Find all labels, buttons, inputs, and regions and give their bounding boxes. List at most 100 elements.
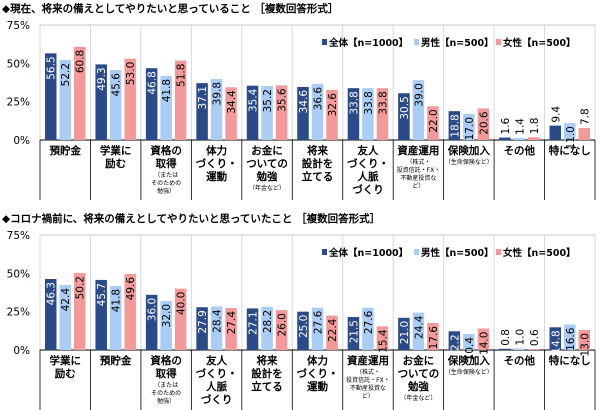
category-note: （株式・ xyxy=(356,368,380,376)
y-tick-label: 25% xyxy=(7,307,30,319)
legend-label: 男性【n=500】 xyxy=(421,37,494,49)
legend-swatch xyxy=(322,249,327,255)
bar xyxy=(210,306,223,350)
bar xyxy=(210,78,223,140)
data-label: 39.8 xyxy=(212,82,224,105)
data-label: 28.4 xyxy=(212,309,224,333)
category-label: 設計を xyxy=(251,367,283,380)
y-tick-label: 50% xyxy=(7,268,30,280)
data-label: 49.6 xyxy=(125,277,137,301)
category-label: 取得 xyxy=(156,367,177,380)
bar xyxy=(427,106,439,140)
data-label: 46.3 xyxy=(46,282,58,305)
bar xyxy=(44,53,57,140)
data-label: 28.2 xyxy=(262,310,274,333)
data-label: 0.8 xyxy=(500,329,512,346)
category-note: ど） xyxy=(412,182,424,190)
bar xyxy=(412,312,425,350)
category-label: 勉強 xyxy=(407,380,429,393)
category-label: 運動 xyxy=(307,380,328,393)
category-label: 保険加入 xyxy=(447,144,490,157)
category-label: づくり・ xyxy=(347,157,389,170)
bar xyxy=(160,300,172,350)
data-label: 17.0 xyxy=(464,117,476,140)
data-label: 37.1 xyxy=(197,86,209,109)
bar xyxy=(109,285,122,350)
y-tick-label: 75% xyxy=(7,20,30,32)
bar xyxy=(448,111,461,140)
category-label: 資格の xyxy=(150,144,182,157)
legend-label: 女性【n=500】 xyxy=(503,37,576,49)
data-label: 35.4 xyxy=(248,88,260,112)
bar xyxy=(564,123,576,140)
bar xyxy=(59,59,71,140)
legend-label: 男性【n=500】 xyxy=(421,247,494,259)
data-label: 1.8 xyxy=(529,118,541,135)
chart-title: ◆現在、将来の備えとしてやりたいと思っていること ［複数回答形式］ xyxy=(2,2,338,15)
category-label: 体力 xyxy=(307,354,328,367)
category-note: そのための xyxy=(151,180,181,187)
bar xyxy=(225,307,237,350)
category-label: 預貯金 xyxy=(49,144,81,157)
category-note: 不動産投資な xyxy=(350,384,386,392)
data-label: 32.6 xyxy=(327,93,339,117)
bar xyxy=(246,308,259,350)
bar xyxy=(297,311,309,350)
data-label: 39.0 xyxy=(413,83,425,106)
bar xyxy=(362,88,374,140)
category-label: その他 xyxy=(504,354,536,367)
data-label: 27.9 xyxy=(197,310,209,333)
data-label: 20.6 xyxy=(478,111,490,135)
category-note: そのための xyxy=(151,390,181,397)
bar xyxy=(463,113,475,140)
bar xyxy=(549,327,562,350)
bar xyxy=(261,86,273,140)
category-label: ついての xyxy=(398,368,440,380)
category-label: 特になし xyxy=(549,144,591,157)
legend: 全体【n=1000】 男性【n=500】 女性【n=500】 xyxy=(322,37,576,49)
category-label: 立てる xyxy=(251,380,283,393)
category-note: 勉強） xyxy=(157,187,175,195)
category-label: づくり・ xyxy=(196,367,238,380)
category-label: お金に xyxy=(403,354,435,367)
bar xyxy=(109,70,122,140)
data-label: 11.0 xyxy=(565,126,577,149)
chart-1: ◆現在、将来の備えとしてやりたいと思っていること ［複数回答形式］ 0% 25% 50… xyxy=(2,2,596,200)
bar xyxy=(477,108,490,140)
bar xyxy=(528,137,540,140)
bar xyxy=(73,46,86,141)
bar xyxy=(326,315,338,350)
data-label: 51.8 xyxy=(176,64,188,87)
data-label: 36.6 xyxy=(313,87,325,111)
y-tick-label: 0% xyxy=(13,345,30,357)
category-label: づくり xyxy=(352,183,384,196)
data-label: 49.3 xyxy=(96,67,108,90)
y-tick-label: 50% xyxy=(7,58,30,70)
category-note: （または xyxy=(154,382,178,389)
category-label: 人脈 xyxy=(206,380,227,393)
bar xyxy=(95,279,107,350)
data-label: 53.0 xyxy=(125,62,137,85)
category-label: 保険加入 xyxy=(447,354,490,367)
data-label: 15.4 xyxy=(377,329,389,353)
bar xyxy=(145,68,158,140)
data-label: 33.8 xyxy=(377,91,389,114)
bar xyxy=(275,85,288,140)
category-note: （年金など） xyxy=(249,184,285,192)
bar xyxy=(564,324,576,350)
data-label: 60.8 xyxy=(75,50,87,73)
bar xyxy=(499,137,511,140)
bar xyxy=(549,125,562,140)
bar xyxy=(196,83,208,140)
category-label: 学業に xyxy=(100,144,132,157)
y-tick-label: 25% xyxy=(7,97,30,109)
bar xyxy=(275,310,288,350)
bar xyxy=(463,334,475,350)
data-label: 34.4 xyxy=(226,90,238,114)
data-label: 24.4 xyxy=(413,315,425,339)
data-label: 34.6 xyxy=(298,90,310,114)
category-label: づくり・ xyxy=(297,367,339,380)
data-label: 41.8 xyxy=(161,79,173,102)
bar xyxy=(95,64,107,140)
bar xyxy=(196,307,208,350)
